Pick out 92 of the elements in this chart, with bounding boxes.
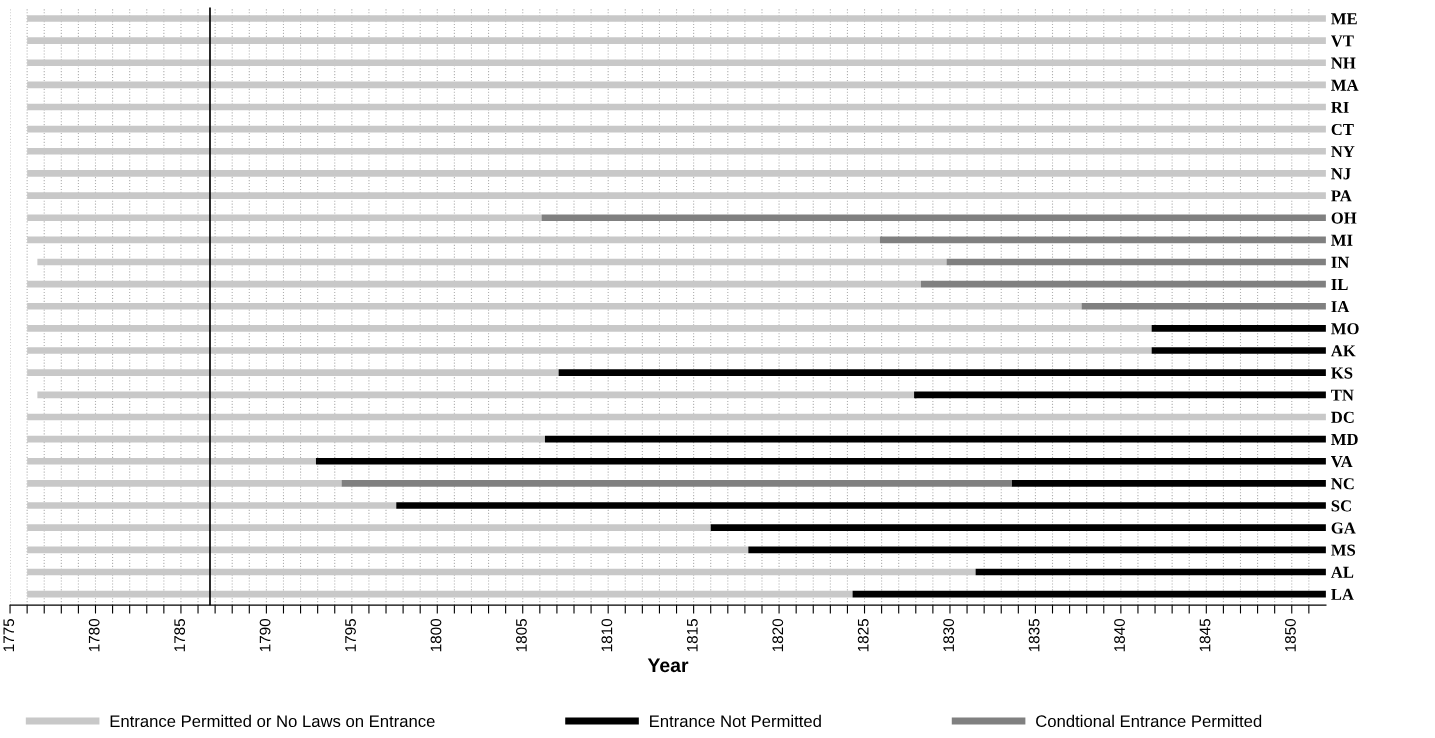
bar: [341, 480, 1012, 487]
bar: [27, 125, 1326, 133]
x-tick-label: 1780: [88, 618, 100, 652]
bar: [1151, 325, 1326, 332]
bar: [27, 435, 545, 443]
bar: [748, 546, 1326, 554]
x-tick-label: 1810: [601, 618, 613, 652]
y-tick-label: SC: [1331, 500, 1351, 512]
bar: [27, 236, 880, 244]
y-tick-label: NH: [1331, 57, 1356, 69]
x-tick-label: 1850: [1285, 618, 1296, 652]
bar: [37, 391, 915, 399]
bar: [315, 457, 1326, 465]
bar: [541, 214, 1326, 222]
bar: [1081, 302, 1326, 310]
y-tick-label: DC: [1331, 411, 1354, 423]
x-tick-label: 1775: [3, 618, 15, 652]
bar: [27, 81, 1326, 89]
bar: [27, 413, 1326, 421]
y-tick-label: IL: [1331, 279, 1348, 290]
y-tick-label: IN: [1331, 256, 1350, 268]
y-tick-label: VA: [1330, 456, 1353, 468]
y-tick-label: MS: [1331, 544, 1356, 556]
y-tick-label: NC: [1331, 478, 1354, 490]
bar: [27, 546, 749, 554]
bar: [946, 258, 1326, 266]
y-tick-label: MI: [1331, 234, 1353, 246]
legend-label: Entrance Not Permitted: [650, 714, 821, 728]
bar: [27, 15, 1326, 22]
y-tick-label: IA: [1331, 301, 1350, 313]
bar: [558, 369, 1326, 377]
bar: [27, 502, 397, 509]
bar: [852, 590, 1326, 598]
bar: [1151, 347, 1326, 354]
y-tick-label: TN: [1331, 389, 1354, 401]
y-tick-label: GA: [1331, 522, 1356, 534]
x-tick-label: 1840: [1114, 618, 1125, 652]
y-tick-label: AK: [1330, 345, 1356, 357]
bar: [920, 280, 1326, 288]
bar: [544, 435, 1326, 443]
x-tick-label: 1800: [430, 618, 442, 652]
x-tick-label: 1825: [857, 618, 869, 652]
x-tick-label: 1845: [1199, 618, 1211, 652]
y-tick-label: LA: [1331, 588, 1354, 600]
y-tick-label: OH: [1331, 212, 1357, 224]
x-tick-label: 1790: [259, 618, 271, 652]
bar: [27, 37, 1326, 44]
legend-label: Condtional Entrance Permitted: [1036, 714, 1262, 728]
bar: [879, 236, 1326, 244]
x-tick-label: 1785: [174, 618, 186, 652]
x-tick-label: 1830: [943, 618, 955, 652]
bar: [27, 103, 1326, 111]
x-axis-title: Year: [647, 658, 689, 673]
bar: [27, 347, 1152, 354]
y-tick-label: RI: [1331, 101, 1349, 113]
x-tick-label: 1815: [686, 618, 698, 652]
bar: [914, 391, 1326, 399]
y-tick-label: MD: [1331, 433, 1358, 445]
bar: [1011, 480, 1326, 487]
bar: [975, 568, 1326, 576]
y-tick-label: NJ: [1331, 168, 1351, 180]
y-tick-label: MO: [1331, 323, 1359, 335]
bar: [27, 457, 316, 465]
y-tick-label: ME: [1331, 13, 1357, 25]
bar: [396, 502, 1326, 509]
x-tick-label: 1820: [772, 618, 784, 652]
bar: [27, 192, 1326, 199]
y-tick-label: KS: [1331, 367, 1353, 379]
bar: [27, 147, 1326, 155]
y-tick-label: CT: [1331, 123, 1354, 136]
bar: [27, 325, 1152, 332]
x-tick-label: 1795: [345, 618, 356, 652]
y-tick-label: AL: [1330, 566, 1354, 578]
bar: [710, 524, 1326, 531]
bar: [27, 170, 1326, 177]
bar: [27, 369, 559, 377]
bar: [27, 59, 1326, 67]
x-tick-label: 1805: [516, 618, 527, 652]
y-tick-label: VT: [1330, 35, 1354, 47]
bar: [27, 280, 921, 288]
y-tick-label: NY: [1331, 146, 1355, 158]
y-tick-label: PA: [1331, 190, 1352, 202]
bar: [27, 568, 976, 576]
y-tick-label: MA: [1331, 79, 1359, 91]
bar: [27, 302, 1082, 310]
x-tick-label: 1835: [1028, 618, 1040, 652]
bar: [37, 258, 947, 266]
legend-label: Entrance Permitted or No Laws on Entrance: [110, 714, 435, 728]
bar: [27, 524, 711, 531]
bar: [27, 590, 853, 598]
bar: [27, 214, 542, 222]
bar: [27, 480, 342, 487]
